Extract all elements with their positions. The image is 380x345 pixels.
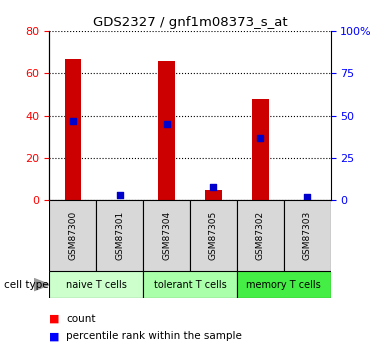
Text: naive T cells: naive T cells <box>66 280 127 289</box>
Bar <box>158 61 175 200</box>
FancyBboxPatch shape <box>143 271 237 298</box>
Text: GSM87302: GSM87302 <box>256 211 265 260</box>
Text: cell type: cell type <box>4 280 48 289</box>
Text: GDS2327 / gnf1m08373_s_at: GDS2327 / gnf1m08373_s_at <box>93 16 287 29</box>
Text: count: count <box>66 314 96 324</box>
Text: GSM87304: GSM87304 <box>162 211 171 260</box>
Point <box>117 192 123 198</box>
FancyBboxPatch shape <box>237 200 284 271</box>
Text: GSM87301: GSM87301 <box>115 211 124 260</box>
Point <box>211 184 217 189</box>
Text: percentile rank within the sample: percentile rank within the sample <box>66 332 242 341</box>
FancyBboxPatch shape <box>96 200 143 271</box>
Text: GSM87303: GSM87303 <box>302 211 312 260</box>
Text: tolerant T cells: tolerant T cells <box>154 280 226 289</box>
FancyBboxPatch shape <box>143 200 190 271</box>
Point <box>257 135 263 140</box>
Point <box>163 121 169 127</box>
Text: GSM87305: GSM87305 <box>209 211 218 260</box>
Bar <box>205 189 222 200</box>
Bar <box>65 59 81 200</box>
Text: ■: ■ <box>49 314 60 324</box>
FancyBboxPatch shape <box>49 200 96 271</box>
FancyBboxPatch shape <box>237 271 331 298</box>
FancyBboxPatch shape <box>284 200 331 271</box>
Polygon shape <box>34 279 49 290</box>
Text: GSM87300: GSM87300 <box>68 211 78 260</box>
Point <box>70 118 76 124</box>
Point <box>304 194 310 199</box>
FancyBboxPatch shape <box>190 200 237 271</box>
FancyBboxPatch shape <box>49 271 143 298</box>
Bar <box>252 99 269 200</box>
Text: memory T cells: memory T cells <box>246 280 321 289</box>
Text: ■: ■ <box>49 332 60 341</box>
